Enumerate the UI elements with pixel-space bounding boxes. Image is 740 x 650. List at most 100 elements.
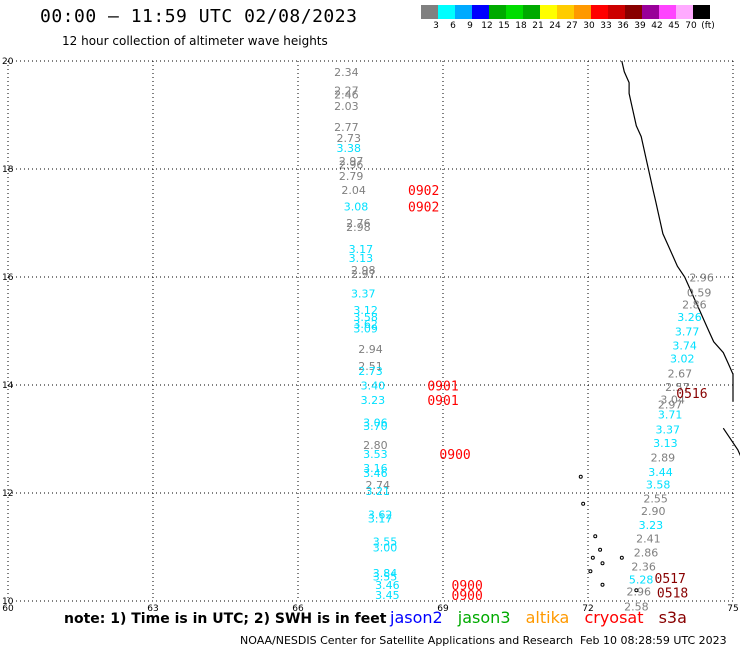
- swh-label: 2.58: [624, 600, 649, 613]
- sat-altika: altika: [525, 608, 570, 627]
- swh-label: 3.58: [353, 311, 378, 324]
- swh-label: 2.76: [346, 217, 371, 230]
- colorbar-swatch: [506, 5, 523, 19]
- colorbar-label: (ft): [701, 21, 715, 31]
- swh-label: 3.55: [373, 536, 398, 549]
- swh-label: 2.03: [334, 100, 359, 113]
- colorbar-label: 21: [532, 21, 544, 31]
- colorbar-swatches: [421, 5, 710, 19]
- y-tick-label: 14: [2, 381, 14, 391]
- swh-label: 3.06: [363, 416, 388, 429]
- swh-label: 3.26: [677, 311, 702, 324]
- time-label: 0900: [452, 589, 483, 604]
- swh-label: 2.46: [334, 88, 359, 101]
- swh-label: 3.13: [349, 252, 374, 265]
- swh-label: 3.46: [375, 579, 400, 592]
- swh-label: 3.16: [363, 462, 388, 475]
- sat-cryosat: cryosat: [584, 608, 644, 627]
- colorbar-swatch: [642, 5, 659, 19]
- swh-label: 3.21: [366, 485, 391, 498]
- time-label: 0900: [439, 448, 470, 463]
- swh-label: 2.98: [351, 264, 376, 277]
- colorbar-swatch: [591, 5, 608, 19]
- island: [578, 474, 583, 479]
- colorbar-label: 45: [668, 21, 680, 31]
- swh-label: 3.08: [344, 200, 369, 213]
- satellite-legend: jason2 jason3 altika cryosat s3a: [390, 608, 697, 627]
- y-tick-label: 16: [2, 273, 14, 283]
- swh-label: 3.84: [373, 567, 398, 580]
- colorbar-label: 24: [549, 21, 561, 31]
- island: [634, 588, 639, 593]
- colorbar-label: 30: [583, 21, 595, 31]
- swh-label: 2.94: [358, 343, 383, 356]
- coastline-south: [722, 427, 740, 457]
- swh-label: 3.37: [656, 423, 681, 436]
- y-tick-label: 10: [2, 597, 14, 607]
- swh-label: 3.58: [646, 478, 671, 491]
- footer-note: note: 1) Time is in UTC; 2) SWH is in fe…: [64, 611, 387, 627]
- swh-label: 2.73: [358, 365, 383, 378]
- island: [600, 561, 605, 566]
- swh-label: 2.98: [346, 221, 371, 234]
- coastline: [621, 60, 734, 402]
- swh-label: 2.79: [339, 170, 364, 183]
- swh-label: 3.04: [660, 394, 685, 407]
- swh-label: 2.96: [339, 159, 364, 172]
- swh-label: 3.77: [675, 326, 700, 339]
- swh-label: 2.51: [358, 360, 383, 373]
- colorbar-swatch: [574, 5, 591, 19]
- colorbar-swatch: [676, 5, 693, 19]
- swh-label: 3.55: [373, 571, 398, 584]
- time-label: 0902: [408, 200, 439, 215]
- swh-label: 3.12: [353, 304, 378, 317]
- swh-label: 2.80: [363, 439, 388, 452]
- colorbar-label: 27: [566, 21, 578, 31]
- island: [581, 501, 586, 506]
- colorbar-label: 12: [481, 21, 493, 31]
- swh-label: 3.53: [363, 448, 388, 461]
- page-subtitle: 12 hour collection of altimeter wave hei…: [62, 34, 328, 48]
- colorbar-label: 70: [685, 21, 697, 31]
- swh-label: 3.02: [670, 353, 695, 366]
- colorbar-label: 6: [450, 21, 456, 31]
- colorbar-swatch: [625, 5, 642, 19]
- island: [598, 547, 603, 552]
- swh-label: 0.59: [687, 287, 712, 300]
- colorbar-swatch: [523, 5, 540, 19]
- swh-label: 2.97: [339, 155, 364, 168]
- swh-label: 2.57: [665, 381, 690, 394]
- time-label: 0518: [657, 586, 688, 601]
- colorbar-swatch: [608, 5, 625, 19]
- swh-label: 3.70: [363, 420, 388, 433]
- colorbar-swatch: [659, 5, 676, 19]
- swh-label: 2.90: [641, 505, 666, 518]
- swh-label: 3.74: [672, 340, 697, 353]
- colorbar-legend: 3 6 9 12 15 18 21 24 27 30 33 36 39 42 45 70 (ft): [421, 5, 715, 33]
- swh-label: 2.36: [631, 560, 656, 573]
- island: [593, 534, 598, 539]
- swh-label: 2.73: [337, 132, 362, 145]
- swh-label: 3.13: [653, 437, 678, 450]
- island: [600, 582, 605, 587]
- colorbar-swatch: [455, 5, 472, 19]
- swh-label: 3.46: [363, 467, 388, 480]
- swh-label: 2.96: [689, 272, 714, 285]
- swh-label: 3.23: [361, 394, 386, 407]
- x-tick-label: 63: [147, 604, 158, 614]
- swh-label: 3.09: [353, 322, 378, 335]
- time-label: 0900: [452, 579, 483, 594]
- swh-label: 2.67: [668, 368, 693, 381]
- swh-label: 2.97: [658, 398, 683, 411]
- sat-jason3: jason3: [457, 608, 511, 627]
- colorbar-label: 33: [600, 21, 612, 31]
- sat-s3a: s3a: [658, 608, 687, 627]
- colorbar-label: 39: [634, 21, 646, 31]
- swh-label: 2.96: [627, 585, 652, 598]
- swh-label: 3.45: [375, 589, 400, 602]
- page-title: 00:00 – 11:59 UTC 02/08/2023: [40, 6, 358, 27]
- credit-line: NOAA/NESDIS Center for Satellite Applica…: [240, 634, 574, 647]
- colorbar-swatch: [472, 5, 489, 19]
- island: [588, 569, 593, 574]
